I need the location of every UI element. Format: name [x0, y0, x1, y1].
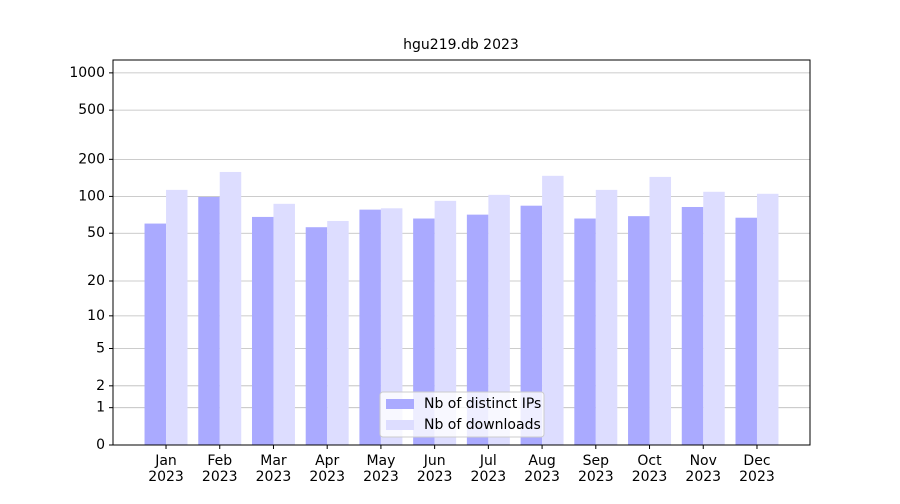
legend-label: Nb of distinct IPs — [424, 396, 541, 412]
x-tick-label-line: 2023 — [309, 469, 345, 485]
bar — [542, 175, 564, 445]
x-tick-label-line: 2023 — [363, 469, 399, 485]
y-tick-label: 50 — [87, 225, 105, 241]
x-tick-label: May 2023 — [363, 453, 399, 485]
y-tick-label: 0 — [96, 437, 105, 453]
x-tick-label-line: 2023 — [471, 469, 507, 485]
x-tick-label: Feb 2023 — [202, 453, 238, 485]
x-tick-label-line: Sep — [583, 453, 610, 469]
x-tick-label-line: Oct — [637, 453, 662, 469]
bar — [413, 218, 435, 445]
legend-box — [379, 391, 545, 438]
x-tick-label-line: Feb — [207, 453, 232, 469]
x-tick-label-line: Jun — [423, 453, 446, 469]
x-tick-label: Mar 2023 — [256, 453, 292, 485]
bar — [251, 216, 274, 445]
x-tick-label-line: Apr — [315, 453, 339, 469]
bar — [327, 220, 349, 445]
x-tick-label-line: Nov — [690, 453, 717, 469]
bar — [488, 194, 510, 445]
bar — [520, 205, 543, 445]
legend-swatch — [386, 399, 414, 409]
x-tick-label: Nov 2023 — [685, 453, 721, 485]
y-tick-label: 5 — [96, 340, 105, 356]
x-tick-label-line: Jul — [479, 453, 497, 469]
y-tick-label: 500 — [78, 102, 105, 118]
x-tick-label-line: May — [366, 453, 395, 469]
plot-frame — [112, 59, 811, 446]
bar — [434, 200, 457, 445]
y-tick-label: 1000 — [69, 65, 105, 81]
x-tick-label-line: 2023 — [739, 469, 775, 485]
bar — [466, 214, 489, 445]
x-tick-label: Apr 2023 — [309, 453, 345, 485]
bar — [681, 206, 704, 445]
legend-swatch — [386, 420, 414, 430]
chart-title: hgu219.db 2023 — [403, 37, 519, 53]
x-tick-label-line: Dec — [743, 453, 770, 469]
bar — [166, 189, 188, 445]
y-tick-label: 20 — [87, 273, 105, 289]
bar — [574, 218, 596, 445]
bar — [144, 223, 167, 445]
x-tick-label: Jun 2023 — [417, 453, 453, 485]
x-tick-label: Sep 2023 — [578, 453, 614, 485]
legend-label: Nb of downloads — [424, 417, 541, 433]
y-tick-label: 2 — [96, 378, 105, 394]
x-tick-label-line: 2023 — [685, 469, 721, 485]
x-tick-label-line: 2023 — [524, 469, 560, 485]
x-tick-label-line: 2023 — [202, 469, 238, 485]
x-tick-label: Dec 2023 — [739, 453, 775, 485]
bar — [703, 191, 725, 445]
x-tick-label: Aug 2023 — [524, 453, 560, 485]
bar — [273, 203, 295, 445]
x-tick-label-line: Aug — [528, 453, 555, 469]
bar — [628, 216, 650, 445]
x-tick-label-line: Jan — [154, 453, 177, 469]
bar — [359, 209, 381, 445]
y-tick-label: 100 — [78, 188, 105, 204]
x-tick-label-line: Mar — [260, 453, 287, 469]
x-tick-label-line: 2023 — [632, 469, 668, 485]
y-tick-label: 200 — [78, 151, 105, 167]
bar — [198, 196, 220, 445]
x-tick-label-line: 2023 — [256, 469, 292, 485]
bar — [756, 193, 779, 445]
bar — [380, 208, 403, 445]
bar — [735, 217, 757, 445]
bar — [595, 189, 618, 445]
x-tick-label: Jul 2023 — [471, 453, 507, 485]
x-tick-label: Jan 2023 — [148, 453, 184, 485]
x-tick-label-line: 2023 — [148, 469, 184, 485]
bar — [219, 171, 242, 445]
y-tick-label: 1 — [96, 400, 105, 416]
bar — [305, 227, 328, 445]
bar — [649, 176, 672, 445]
y-tick-label: 10 — [87, 308, 105, 324]
x-tick-label: Oct 2023 — [632, 453, 668, 485]
x-tick-label-line: 2023 — [417, 469, 453, 485]
x-tick-label-line: 2023 — [578, 469, 614, 485]
